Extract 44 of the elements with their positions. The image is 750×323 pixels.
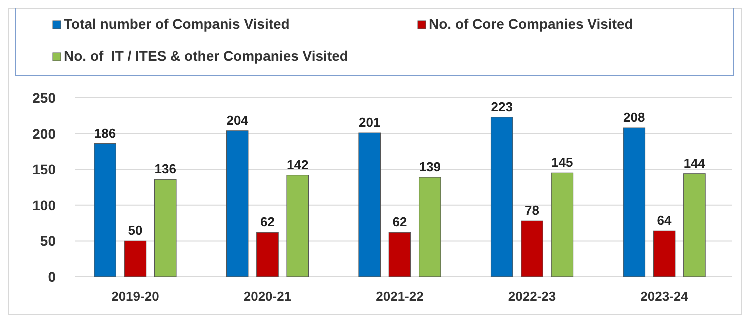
data-label: 139 [419, 159, 441, 174]
x-tick-label: 2022-23 [508, 289, 556, 304]
y-tick-label: 200 [32, 126, 56, 142]
bar [256, 232, 279, 278]
bar [94, 144, 116, 278]
y-tick-label: 150 [32, 162, 56, 178]
legend-label: Total number of Companis Visited [64, 16, 290, 32]
x-tick-label: 2020-21 [244, 289, 292, 304]
bar [358, 132, 382, 278]
bar [286, 175, 310, 278]
legend-label: No. of IT / ITES & other Companies Visited [64, 48, 348, 64]
bar [418, 177, 442, 278]
bar [521, 220, 544, 278]
bar [154, 179, 177, 278]
data-label: 50 [128, 223, 143, 238]
data-label: 62 [392, 214, 408, 230]
bar [490, 117, 514, 278]
x-tick-label: 2023-24 [640, 289, 690, 304]
y-tick-label: 250 [32, 90, 56, 106]
y-tick-label: 100 [32, 197, 56, 214]
bar [124, 240, 147, 278]
data-label: 201 [359, 115, 381, 130]
data-label: 78 [525, 203, 540, 218]
y-tick-label: 0 [48, 269, 56, 285]
x-tick-label: 2021-22 [376, 289, 424, 304]
data-label: 62 [260, 214, 275, 230]
bar [653, 230, 676, 278]
bar [388, 232, 412, 278]
data-label: 204 [226, 112, 250, 128]
data-label: 136 [154, 162, 176, 177]
data-label: 208 [624, 110, 646, 126]
data-label: 223 [491, 99, 513, 114]
x-tick-label: 2019-20 [112, 289, 160, 304]
data-label: 64 [657, 213, 673, 228]
bar [226, 130, 249, 278]
data-label: 144 [684, 156, 706, 171]
bar [551, 172, 574, 278]
legend-label: No. of Core Companies Visited [429, 16, 634, 32]
data-label: 145 [552, 155, 574, 170]
y-tick-label: 50 [40, 233, 56, 250]
bar [623, 128, 646, 278]
data-label: 142 [287, 157, 309, 172]
bar [684, 174, 706, 278]
data-label: 186 [94, 126, 116, 141]
